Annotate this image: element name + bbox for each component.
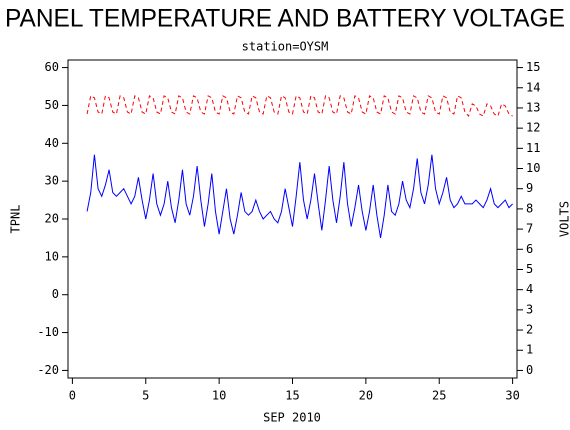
x-tick-label: 15 [285, 389, 299, 403]
x-tick-label: 20 [359, 389, 373, 403]
y2-tick-label: 4 [526, 282, 533, 296]
chart-title: PANEL TEMPERATURE AND BATTERY VOLTAGE [5, 5, 565, 33]
y2-tick-label: 9 [526, 181, 533, 195]
y-tick-label: 30 [45, 174, 59, 188]
y-tick-label: 10 [45, 249, 59, 263]
y2-tick-label: 8 [526, 201, 533, 215]
y-axis-label: TPNL [9, 205, 23, 234]
x-tick-label: 25 [432, 389, 446, 403]
y2-tick-label: 7 [526, 222, 533, 236]
y2-axis-label: VOLTS [558, 201, 570, 237]
y2-tick-label: 2 [526, 323, 533, 337]
y2-tick-label: 13 [526, 100, 540, 114]
y2-tick-label: 10 [526, 161, 540, 175]
y2-tick-label: 15 [526, 60, 540, 74]
plot-frame [67, 59, 518, 379]
y2-tick-label: 5 [526, 262, 533, 276]
chart-subtitle: station=OYSM [242, 40, 329, 54]
y-tick-label: -10 [37, 325, 59, 339]
y2-tick-label: 1 [526, 343, 533, 357]
x-axis-label: SEP 2010 [263, 411, 321, 425]
x-tick-label: 30 [505, 389, 519, 403]
x-tick-label: 0 [69, 389, 76, 403]
x-tick-label: 5 [142, 389, 149, 403]
y2-tick-label: 3 [526, 302, 533, 316]
y-tick-label: 60 [45, 60, 59, 74]
x-tick-label: 10 [212, 389, 226, 403]
y-tick-label: 40 [45, 136, 59, 150]
y-tick-label: -20 [37, 363, 59, 377]
y-tick-label: 20 [45, 212, 59, 226]
y2-tick-label: 14 [526, 80, 540, 94]
y2-tick-label: 6 [526, 242, 533, 256]
y2-tick-label: 11 [526, 141, 540, 155]
y2-tick-label: 12 [526, 121, 540, 135]
data-line [86, 154, 513, 239]
y-tick-label: 50 [45, 98, 59, 112]
y2-tick-label: 0 [526, 363, 533, 377]
y-tick-label: 0 [52, 287, 59, 301]
data-line [86, 95, 513, 118]
